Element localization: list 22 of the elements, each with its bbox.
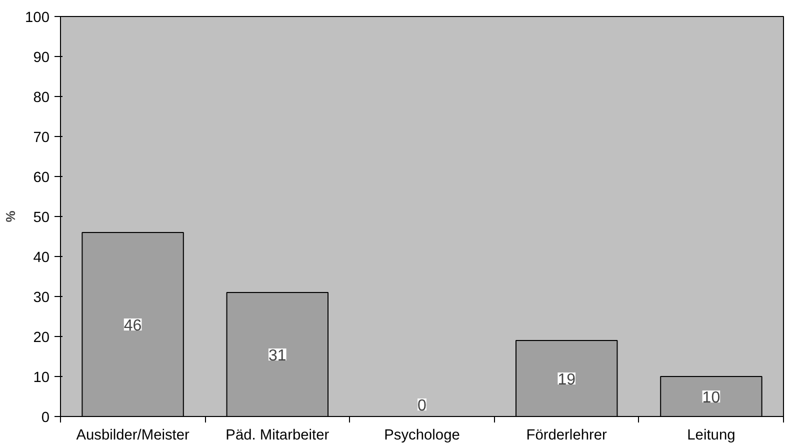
y-tick-label: 40 [33,250,50,266]
data-label: 46 [124,318,142,334]
y-tick-label: 90 [33,50,50,66]
data-label: 31 [268,348,286,364]
x-tick-label: Ausbilder/Meister [76,428,190,444]
data-label: 10 [702,390,720,406]
y-tick-label: 20 [33,330,50,346]
x-tick-label: Förderlehrer [526,428,608,444]
data-label: 19 [558,372,576,388]
y-tick-label: 60 [33,170,50,186]
x-tick-label: Psychologe [384,428,460,444]
y-tick-label: 50 [33,210,50,226]
y-tick-label: 30 [33,290,50,306]
data-label: 0 [418,398,427,414]
y-tick-label: 70 [33,130,50,146]
y-tick-label: 0 [41,410,50,426]
y-axis-title: % [3,210,18,222]
y-tick-label: 100 [25,10,50,26]
x-tick-label: Päd. Mitarbeiter [226,428,330,444]
y-tick-label: 10 [33,370,50,386]
x-tick-label: Leitung [687,428,736,444]
y-tick-label: 80 [33,90,50,106]
